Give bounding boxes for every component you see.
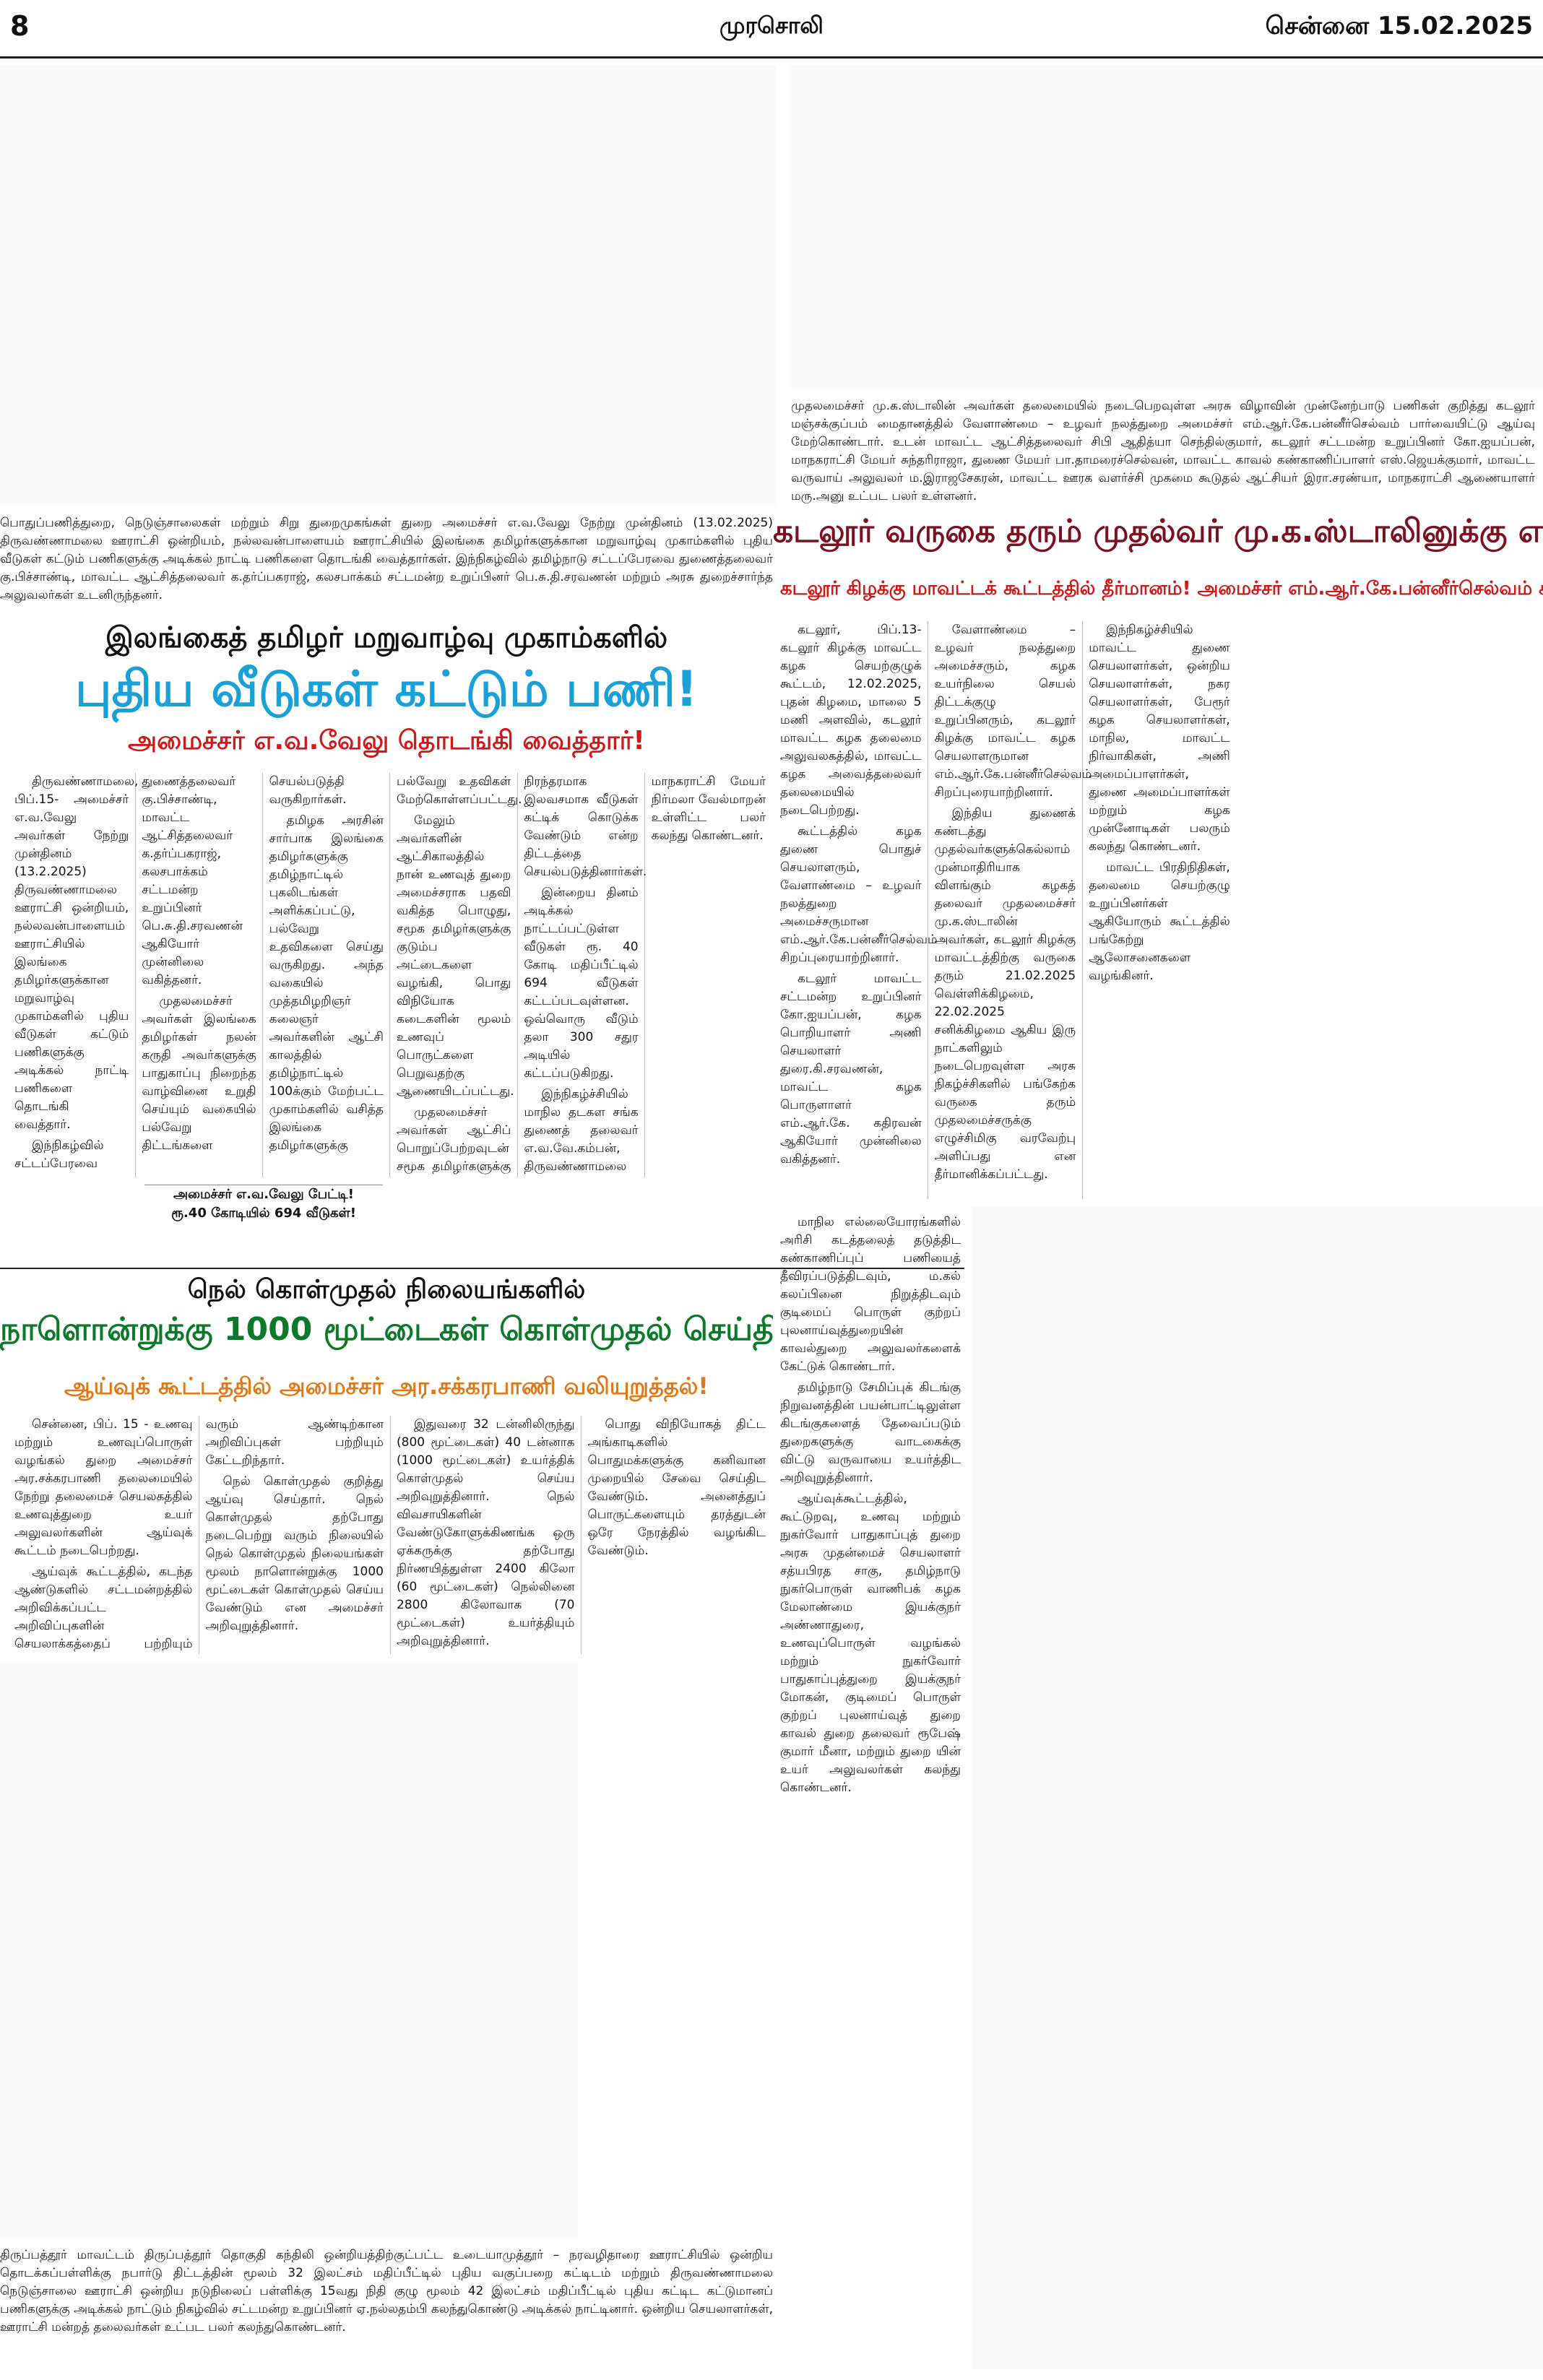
rule bbox=[0, 1268, 964, 1269]
subheadline: ஆய்வுக் கூட்டத்தில் அமைச்சர் அர.சக்கரபாண… bbox=[64, 1372, 709, 1400]
paragraph: இந்நிகழ்வில் சட்டப்பேரவை துணைத்தலைவர் கு… bbox=[14, 774, 243, 1171]
headline: புதிய வீடுகள் கட்டும் பணி! bbox=[74, 661, 699, 718]
article-body: மாநில எல்லையோரங்களில் அரிசி கடத்தலைத் தட… bbox=[780, 1213, 961, 2369]
photo bbox=[791, 65, 1543, 390]
masthead: முரசொலி bbox=[719, 12, 824, 39]
paragraph: நெல் கொள்முதல் குறித்து ஆய்வு செய்தார். … bbox=[205, 1474, 384, 1633]
paragraph: கடலூர், பிப்.13- கடலூர் கிழக்கு மாவட்ட க… bbox=[780, 623, 922, 818]
paragraph: இந்திய துணைக் கண்டத்து முதல்வர்களுக்கெல்… bbox=[934, 806, 1076, 1182]
article-body: திருவண்ணாமலை, பிப்.15- அமைச்சர் எ.வ.வேலு… bbox=[14, 773, 766, 1177]
photo bbox=[0, 65, 777, 506]
paragraph: தமிழ்நாடு சேமிப்புக் கிடங்கு நிறுவனத்தின… bbox=[780, 1380, 961, 1485]
paragraph: தமிழக அரசின் சார்பாக இலங்கை தமிழர்களுக்க… bbox=[269, 774, 522, 1153]
paragraph: சென்னை, பிப். 15 - உணவு மற்றும் உணவுப்பொ… bbox=[14, 1417, 193, 1558]
paragraph: திருவண்ணாமலை, பிப்.15- அமைச்சர் எ.வ.வேலு… bbox=[14, 774, 139, 1132]
header-rule bbox=[0, 56, 1543, 59]
photo bbox=[972, 1206, 1543, 2369]
paragraph: கூட்டத்தில் கழக துணை பொதுச் செயலாளரும், … bbox=[780, 824, 938, 965]
photo bbox=[0, 1661, 578, 2239]
paragraph: இந்நிகழ்ச்சியில் மாநில தடகள சங்க துணைத் … bbox=[524, 774, 766, 1174]
photo-caption: முதலமைச்சர் மு.க.ஸ்டாலின் அவர்கள் தலைமைய… bbox=[791, 399, 1535, 503]
paragraph: மாநில எல்லையோரங்களில் அரிசி கடத்தலைத் தட… bbox=[780, 1215, 961, 1374]
subheadline: அமைச்சர் எ.வ.வேலு தொடங்கி வைத்தார்! bbox=[128, 726, 645, 756]
paragraph: ஆய்வுக் கூட்டத்தில், கடந்த ஆண்டுகளில் சட… bbox=[14, 1417, 384, 1651]
paragraph: மேலும் அவர்களின் ஆட்சிகாலத்தில் நான் உணவ… bbox=[396, 813, 514, 1099]
paragraph: பொது விநியோகத் திட்ட அங்காடிகளில் பொதுமக… bbox=[587, 1417, 766, 1558]
box-title: அமைச்சர் எ.வ.வேலு பேட்டி! bbox=[173, 1187, 354, 1202]
paragraph: மாவட்ட பிரதிநிதிகள், தலைமை செயற்குழு உறு… bbox=[1089, 860, 1230, 983]
subheadline: கடலூர் கிழக்கு மாவட்டக் கூட்டத்தில் தீர்… bbox=[780, 578, 1543, 600]
paragraph: இதுவரை 32 டன்னிலிருந்து (800 மூட்டைகள்) … bbox=[397, 1417, 575, 1648]
dateline: சென்னை 15.02.2025 bbox=[1265, 12, 1533, 40]
paragraph: இந்நிகழ்ச்சியில் மாவட்ட துணை செயலாளர்கள்… bbox=[1089, 623, 1230, 854]
headline: நாளொன்றுக்கு 1000 மூட்டைகள் கொள்முதல் செ… bbox=[0, 1311, 773, 1348]
kicker: இலங்கைத் தமிழர் மறுவாழ்வு முகாம்களில் bbox=[105, 621, 668, 654]
info-box: அமைச்சர் எ.வ.வேலு பேட்டி! ரூ.40 கோடியில்… bbox=[144, 1185, 383, 1223]
paragraph: முதலமைச்சர் அவர்கள் இலங்கை தமிழர்கள் நலன… bbox=[142, 774, 347, 1153]
box-text: ரூ.40 கோடியில் 694 வீடுகள்! bbox=[171, 1206, 356, 1221]
page-number: 8 bbox=[10, 10, 30, 42]
kicker: நெல் கொள்முதல் நிலையங்களில் bbox=[187, 1275, 586, 1304]
photo-caption: திருப்பத்தூர் மாவட்டம் திருப்பத்தூர் தொக… bbox=[0, 2248, 773, 2334]
paragraph: ஆய்வுக்கூட்டத்தில், கூட்டுறவு, உணவு மற்ற… bbox=[780, 1492, 961, 1795]
paragraph: இன்றைய தினம் அடிக்கல் நாட்டப்பட்டுள்ள வீ… bbox=[524, 886, 639, 1081]
paragraph: கடலூர் மாவட்ட சட்டமன்ற உறுப்பினர் கோ.ஐயப… bbox=[780, 972, 922, 1167]
photo-caption: பொதுப்பணித்துறை, நெடுஞ்சாலைகள் மற்றும் ச… bbox=[0, 516, 773, 602]
headline: கடலூர் வருகை தரும் முதல்வர் மு.க.ஸ்டாலின… bbox=[773, 513, 1543, 550]
paragraph: முதலமைச்சர் அவர்கள் ஆட்சிப் பொறுப்பேற்றவ… bbox=[396, 774, 647, 1174]
paragraph: வேளாண்மை – உழவர் நலத்துறை அமைச்சரும், கழ… bbox=[934, 623, 1092, 800]
article-body: கடலூர், பிப்.13- கடலூர் கிழக்கு மாவட்ட க… bbox=[780, 621, 1539, 1199]
article-body: சென்னை, பிப். 15 - உணவு மற்றும் உணவுப்பொ… bbox=[14, 1416, 766, 1654]
